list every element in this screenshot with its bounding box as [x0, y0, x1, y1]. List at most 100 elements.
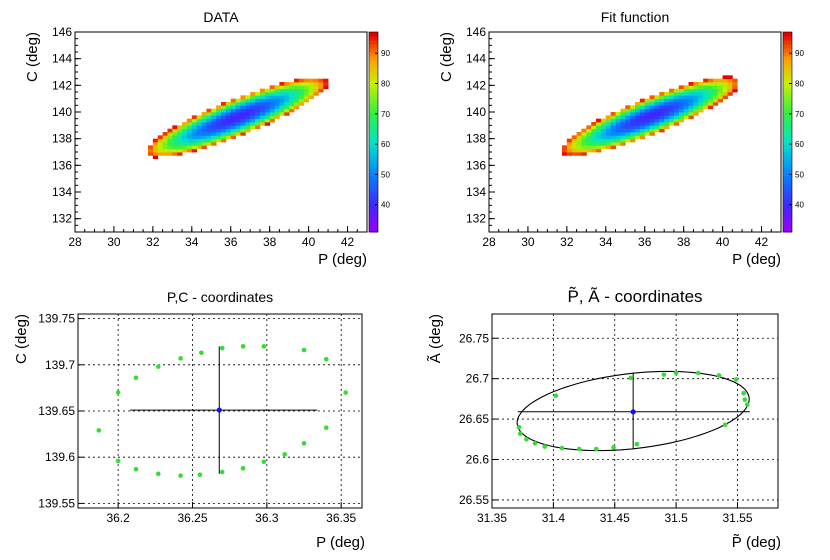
colorbar-cell	[783, 180, 792, 185]
heatmap-cell	[586, 148, 592, 153]
heatmap-cell	[162, 145, 168, 150]
heatmap-cell	[683, 112, 689, 116]
heatmap-cell	[620, 142, 626, 146]
heatmap-cell	[688, 95, 694, 100]
heatmap-cell	[191, 122, 198, 126]
heatmap-cell	[245, 102, 251, 106]
heatmap-cell	[630, 128, 636, 133]
heatmap-cell	[712, 92, 719, 96]
heatmap-cell	[172, 138, 178, 143]
heatmap-cell	[235, 122, 241, 126]
y-tick-label: 136	[52, 158, 72, 172]
heatmap-cell	[269, 115, 275, 120]
colorbar-cell	[369, 96, 378, 101]
heatmap-cell	[712, 98, 719, 103]
heatmap-cell	[250, 92, 256, 96]
heatmap-cell	[722, 92, 728, 96]
heatmap-cell	[678, 115, 685, 120]
y-tick-label: 132	[466, 212, 486, 226]
heatmap-cell	[201, 145, 207, 150]
data-point	[542, 444, 548, 449]
heatmap-cell	[274, 105, 280, 110]
colorbar-cell	[369, 184, 378, 189]
data-point	[178, 473, 183, 478]
heatmap-cell	[303, 78, 309, 83]
heatmap-cell	[698, 82, 704, 86]
colorbar: 40 50 60 70 80 90	[782, 31, 804, 233]
heatmap-cell	[221, 125, 227, 130]
heatmap-cell	[654, 108, 660, 113]
data-point	[594, 446, 599, 452]
heatmap-cell	[649, 102, 655, 106]
heatmap-cell	[182, 128, 188, 133]
heatmap-cell	[206, 132, 212, 136]
heatmap-cell	[630, 132, 636, 136]
heatmap-cell	[708, 78, 714, 83]
heatmap-cell	[673, 108, 680, 113]
heatmap-cell	[639, 125, 646, 130]
colorbar-cell	[783, 84, 792, 89]
colorbar-cell	[369, 216, 378, 221]
heatmap-cell	[615, 138, 621, 143]
heatmap-cell	[250, 118, 256, 123]
heatmap-cell	[717, 78, 723, 83]
heatmap-cell	[727, 85, 733, 90]
heatmap-cell	[245, 122, 251, 126]
data-point	[576, 446, 582, 452]
heatmap-cell	[654, 115, 660, 120]
heatmap-cell	[693, 98, 699, 103]
heatmap-cell	[191, 145, 198, 150]
heatmap-cell	[191, 118, 198, 123]
heatmap-cell	[157, 145, 163, 150]
heatmap-cell	[216, 108, 222, 113]
heatmap-cell	[703, 102, 709, 106]
heatmap-cell	[206, 128, 212, 133]
heatmap-cell	[264, 95, 271, 100]
colorbar-cell	[783, 144, 792, 149]
heatmap-cell	[659, 102, 665, 106]
heatmap-cell	[313, 88, 319, 93]
data-point	[178, 356, 183, 361]
heatmap-cell	[615, 112, 621, 116]
heatmap-cell	[664, 118, 670, 123]
colorbar-cell	[369, 128, 378, 133]
x-tick-label: 31.55	[722, 511, 752, 525]
heatmap-cell	[591, 125, 597, 130]
heatmap-cell	[703, 85, 709, 90]
heatmap-cell	[294, 82, 300, 86]
heatmap-cell	[298, 85, 305, 90]
colorbar-cell	[369, 100, 378, 105]
heatmap-cell	[284, 85, 290, 90]
heatmap-cell	[615, 135, 621, 140]
heatmap-cell	[191, 138, 198, 143]
data-point	[661, 372, 667, 377]
heatmap-cell	[250, 122, 256, 126]
heatmap-cell	[294, 78, 300, 83]
heatmap-cell	[294, 85, 300, 90]
colorbar-cell	[369, 140, 378, 145]
heatmap-cell	[259, 118, 266, 123]
colorbar-cell	[369, 220, 378, 225]
heatmap-cell	[172, 125, 178, 130]
heatmap-cell	[683, 88, 689, 93]
heatmap-cell	[182, 122, 188, 126]
heatmap-cell	[688, 92, 694, 96]
heatmap-cell	[303, 92, 309, 96]
heatmap-cell	[274, 95, 280, 100]
colorbar-cell	[369, 88, 378, 93]
heatmap-cell	[162, 142, 168, 146]
heatmap-cell	[693, 92, 699, 96]
heatmap-cell	[196, 135, 202, 140]
heatmap-cell	[196, 138, 202, 143]
colorbar-tick-label: 90	[795, 49, 804, 58]
heatmap-cell	[659, 92, 665, 96]
data-point	[741, 390, 746, 396]
heatmap-cell	[610, 125, 616, 130]
colorbar-cell	[369, 36, 378, 41]
data-point	[559, 445, 565, 451]
data-point	[516, 424, 522, 430]
heatmap-cell	[717, 82, 723, 86]
heatmap-cell	[186, 125, 193, 130]
x-tick-label: 30	[107, 235, 121, 249]
heatmap-cell	[294, 102, 300, 106]
